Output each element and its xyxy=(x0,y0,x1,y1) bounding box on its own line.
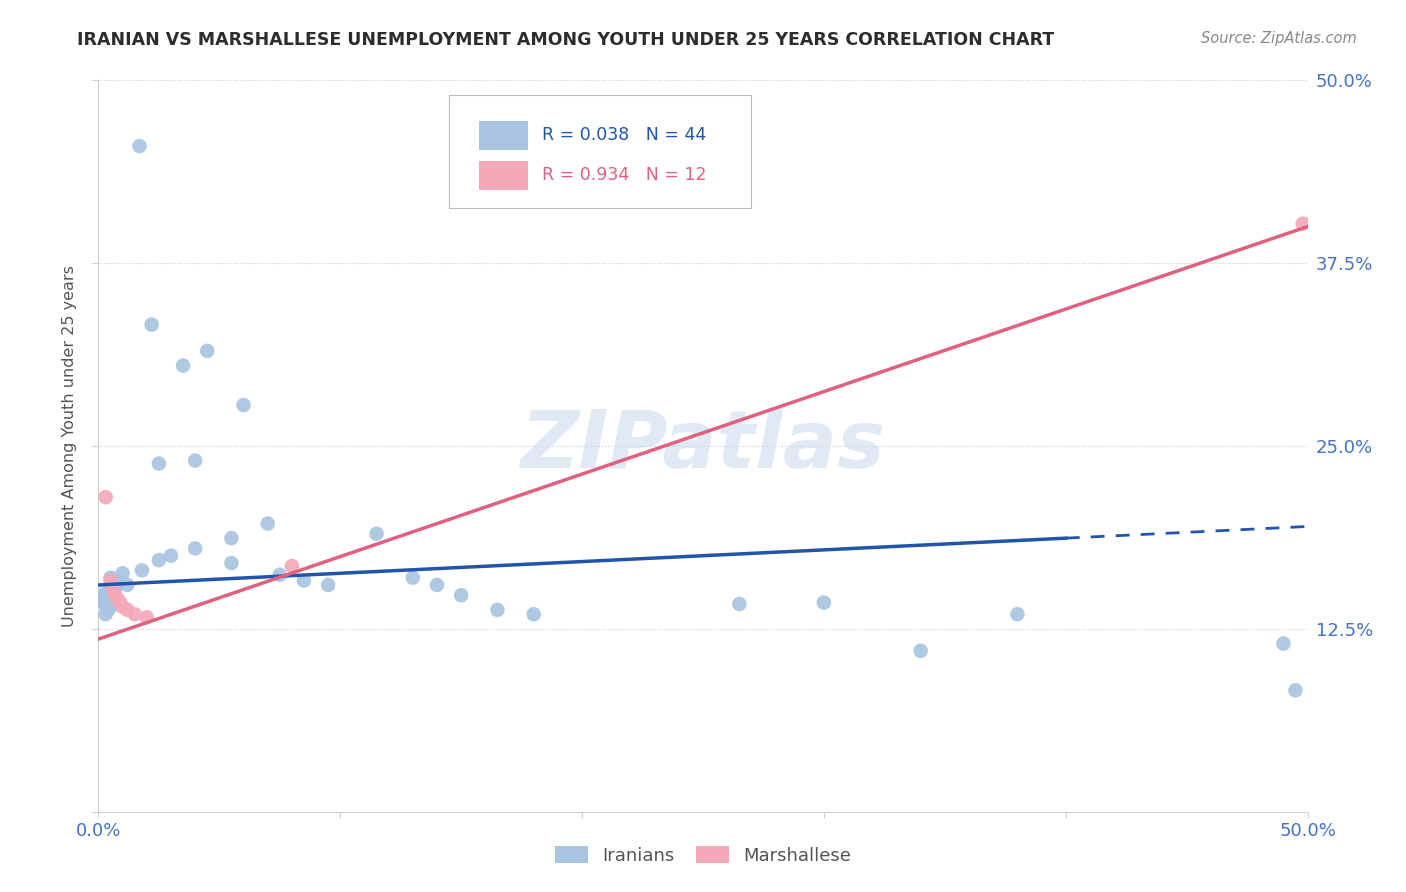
Point xyxy=(94,585,117,599)
Text: R = 0.934   N = 12: R = 0.934 N = 12 xyxy=(543,167,707,185)
Point xyxy=(316,578,339,592)
Point xyxy=(141,318,163,332)
Point xyxy=(148,457,170,471)
Point xyxy=(101,582,124,597)
Point xyxy=(1284,683,1306,698)
Point xyxy=(184,541,207,556)
Point xyxy=(97,603,120,617)
Point xyxy=(256,516,278,531)
Point xyxy=(1007,607,1029,622)
Point xyxy=(135,610,157,624)
Point xyxy=(426,578,449,592)
FancyBboxPatch shape xyxy=(449,95,751,209)
Point xyxy=(117,578,139,592)
Point xyxy=(523,607,546,622)
Point xyxy=(107,592,129,607)
Point xyxy=(108,595,131,609)
Bar xyxy=(479,120,527,150)
Point xyxy=(90,592,112,607)
Point xyxy=(160,549,183,563)
Point xyxy=(450,588,472,602)
Point xyxy=(104,581,127,595)
Point xyxy=(148,553,170,567)
Point xyxy=(100,574,122,588)
Point xyxy=(117,603,139,617)
Text: IRANIAN VS MARSHALLESE UNEMPLOYMENT AMONG YOUTH UNDER 25 YEARS CORRELATION CHART: IRANIAN VS MARSHALLESE UNEMPLOYMENT AMON… xyxy=(77,31,1054,49)
Point xyxy=(91,590,114,604)
Point xyxy=(94,588,117,602)
Point xyxy=(100,571,122,585)
Point xyxy=(94,607,117,622)
Point xyxy=(91,595,114,609)
Point xyxy=(728,597,751,611)
Point xyxy=(172,359,194,373)
Point xyxy=(195,343,218,358)
Point xyxy=(1272,636,1295,650)
Point xyxy=(111,566,134,581)
Point xyxy=(269,567,291,582)
Point xyxy=(94,490,117,504)
Point xyxy=(292,574,315,588)
Point xyxy=(111,599,134,614)
Text: Source: ZipAtlas.com: Source: ZipAtlas.com xyxy=(1201,31,1357,46)
Legend: Iranians, Marshallese: Iranians, Marshallese xyxy=(548,839,858,872)
Bar xyxy=(479,161,527,190)
Point xyxy=(221,531,243,545)
Point xyxy=(100,599,122,614)
Point xyxy=(402,571,425,585)
Point xyxy=(813,595,835,609)
Point xyxy=(184,453,207,467)
Point xyxy=(124,607,146,622)
Point xyxy=(131,563,153,577)
Point xyxy=(232,398,254,412)
Point xyxy=(107,575,129,590)
Point xyxy=(910,644,932,658)
Point xyxy=(281,558,304,573)
Point xyxy=(100,582,122,597)
Point xyxy=(366,526,388,541)
Point xyxy=(486,603,509,617)
Text: R = 0.038   N = 44: R = 0.038 N = 44 xyxy=(543,126,706,145)
Y-axis label: Unemployment Among Youth under 25 years: Unemployment Among Youth under 25 years xyxy=(62,265,77,627)
Point xyxy=(104,588,127,602)
Text: ZIPatlas: ZIPatlas xyxy=(520,407,886,485)
Point xyxy=(94,597,117,611)
Point xyxy=(1292,217,1315,231)
Point xyxy=(221,556,243,570)
Point xyxy=(128,139,150,153)
